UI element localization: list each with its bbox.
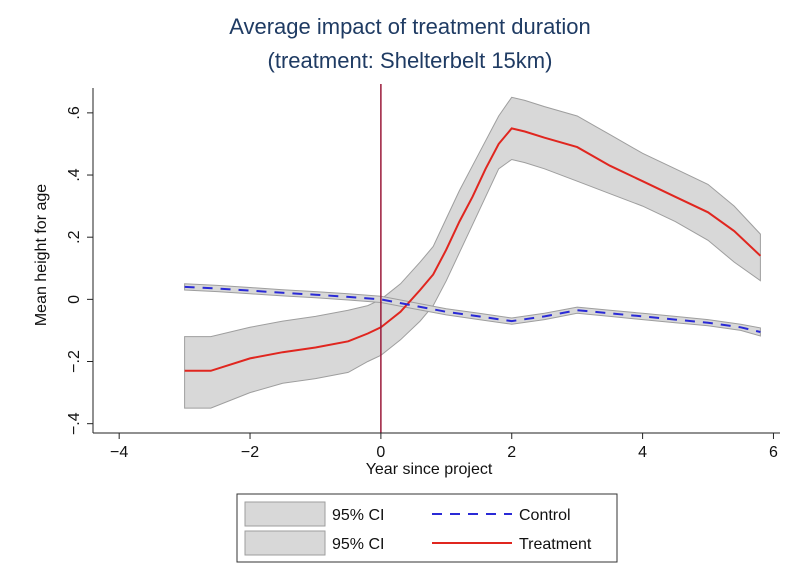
x-tick-label: −2	[241, 444, 259, 461]
x-axis-label: Year since project	[366, 461, 493, 478]
legend-label-control: Control	[519, 507, 571, 524]
y-axis-label: Mean height for age	[33, 184, 50, 326]
y-tick-label: .6	[66, 106, 83, 119]
legend-label-ci: 95% CI	[332, 507, 384, 524]
series-lines	[184, 127, 762, 372]
legend-label-treatment: Treatment	[519, 536, 592, 553]
legend-label-ci: 95% CI	[332, 536, 384, 553]
x-tick-label: 6	[769, 444, 778, 461]
x-tick-label: −4	[110, 444, 128, 461]
control-line	[184, 285, 761, 333]
ci-bands	[184, 96, 761, 409]
y-tick-label: .4	[66, 168, 83, 181]
chart-title: Average impact of treatment duration	[229, 14, 591, 39]
y-ticks: −.4 −.2 0 .2 .4 .6	[66, 106, 93, 435]
control-ci-band	[184, 283, 761, 337]
x-ticks: −4 −2 0 2 4 6	[110, 433, 778, 461]
y-tick-label: 0	[66, 295, 83, 304]
y-tick-label: .2	[66, 230, 83, 243]
legend: 95% CI Control 95% CI Treatment	[236, 493, 618, 563]
treatment-ci-band	[184, 96, 761, 409]
y-tick-label: −.2	[66, 350, 83, 373]
treatment-line	[184, 127, 762, 372]
x-tick-label: 0	[376, 444, 385, 461]
x-tick-label: 2	[507, 444, 516, 461]
legend-ci-swatch	[244, 501, 326, 527]
x-tick-label: 4	[638, 444, 647, 461]
chart-subtitle: (treatment: Shelterbelt 15km)	[268, 48, 553, 73]
legend-ci-swatch	[244, 530, 326, 556]
y-tick-label: −.4	[66, 412, 83, 435]
